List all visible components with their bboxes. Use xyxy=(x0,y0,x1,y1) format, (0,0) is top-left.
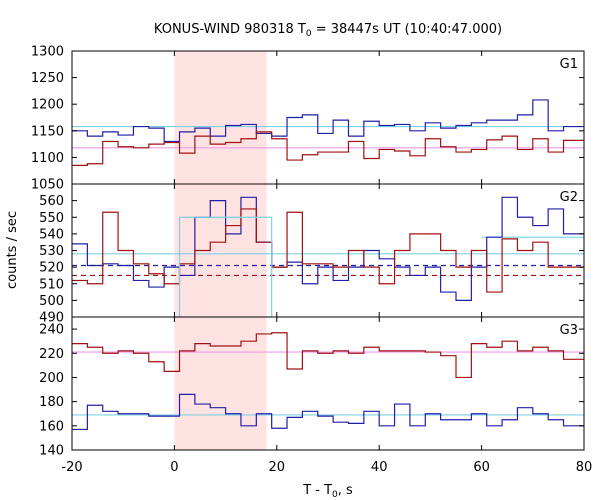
y-tick-label: 1150 xyxy=(31,124,64,139)
y-tick-label: 1050 xyxy=(31,178,64,193)
y-tick-label: 500 xyxy=(39,294,64,309)
y-tick-label: 160 xyxy=(39,419,64,434)
chart-title: KONUS-WIND 980318 T0 = 38447s UT (10:40:… xyxy=(154,22,502,39)
title-text: KONUS-WIND 980318 T xyxy=(154,22,306,37)
panel-frame xyxy=(71,50,585,185)
y-tick-label: 540 xyxy=(39,227,64,242)
xlabel-text-rest: , s xyxy=(338,483,353,498)
y-tick-label: 1100 xyxy=(31,151,64,166)
series-cyan-step xyxy=(178,216,273,317)
title-subscript: 0 xyxy=(306,29,312,39)
panel-label: G2 xyxy=(560,190,578,205)
series-red-step xyxy=(72,208,584,293)
y-tick-label: 560 xyxy=(39,194,64,209)
y-tick-label: 510 xyxy=(39,277,64,292)
panel-g3: 140 160 180 200 220 240 G3 xyxy=(39,316,585,459)
panel-label: G1 xyxy=(560,57,578,72)
x-tick-label: 80 xyxy=(576,460,593,475)
x-tick-label: 60 xyxy=(473,460,490,475)
y-tick-label: 520 xyxy=(39,261,64,276)
series-red-step xyxy=(72,131,584,166)
panel-label: G3 xyxy=(560,323,578,338)
y-tick-label: 1250 xyxy=(31,71,64,86)
series-red-step xyxy=(72,332,584,379)
highlight-interval xyxy=(174,51,267,184)
x-axis-label: T - T0, s xyxy=(302,483,353,500)
xlabel-text: T - T xyxy=(302,483,332,498)
y-tick-label: 140 xyxy=(39,444,64,459)
y-tick-label: 180 xyxy=(39,395,64,410)
highlight-interval xyxy=(174,317,267,450)
panel-g1: 1050 1100 1150 1200 1250 1300 G1 xyxy=(31,45,585,193)
xlabel-subscript: 0 xyxy=(332,490,338,500)
y-tick-label: 200 xyxy=(39,371,64,386)
title-text-rest: = 38447s UT (10:40:47.000) xyxy=(312,22,502,37)
highlight-interval xyxy=(174,184,267,317)
y-tick-label: 240 xyxy=(39,323,64,338)
panel-frame xyxy=(71,183,585,318)
y-tick-label: 530 xyxy=(39,244,64,259)
series-blue-step xyxy=(72,196,584,301)
series-blue-step xyxy=(72,99,584,143)
x-tick-label: 0 xyxy=(170,460,178,475)
y-tick-label: 550 xyxy=(39,211,64,226)
y-tick-label: 1300 xyxy=(31,45,64,60)
series-blue-step xyxy=(72,393,584,431)
y-axis-label: counts / sec xyxy=(5,211,20,289)
x-tick-label: 20 xyxy=(269,460,286,475)
y-tick-label: 1200 xyxy=(31,98,64,113)
y-tick-label: 490 xyxy=(39,311,64,326)
x-tick-label: -20 xyxy=(61,460,82,475)
panel-frame xyxy=(71,316,585,451)
y-tick-label: 220 xyxy=(39,347,64,362)
x-tick-label: 40 xyxy=(371,460,388,475)
